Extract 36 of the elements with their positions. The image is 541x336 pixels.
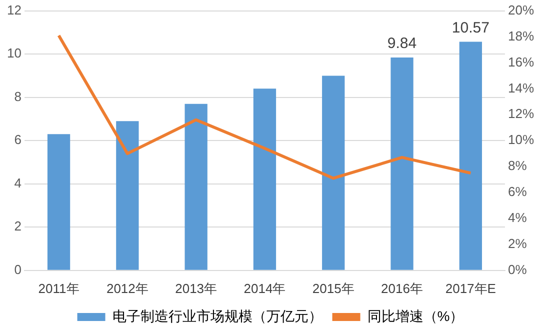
data-label: 10.57 — [452, 19, 490, 36]
bar — [116, 121, 139, 270]
x-tick-label: 2017年E — [445, 280, 496, 296]
data-label: 9.84 — [387, 35, 417, 52]
y2-tick-label: 6% — [508, 184, 528, 200]
y2-tick-label: 8% — [508, 158, 528, 174]
bar — [253, 88, 276, 270]
legend-label: 电子制造行业市场规模（万亿元） — [112, 308, 322, 324]
y2-tick-label: 18% — [508, 28, 534, 44]
y-tick-label: 6 — [14, 132, 22, 148]
bar — [184, 104, 208, 270]
x-tick-label: 2016年 — [381, 280, 423, 296]
bar — [47, 134, 70, 270]
y-tick-label: 4 — [14, 175, 22, 190]
y-tick-label: 0 — [14, 262, 22, 277]
x-tick-label: 2011年 — [38, 280, 80, 296]
bar — [322, 76, 345, 270]
y2-tick-label: 20% — [508, 2, 534, 18]
y-tick-label: 2 — [14, 218, 22, 234]
y-tick-label: 8 — [14, 88, 22, 104]
y2-tick-label: 0% — [508, 262, 528, 277]
legend-label: 同比增速（%） — [367, 308, 464, 324]
bar — [459, 42, 482, 270]
y2-tick-label: 4% — [508, 210, 528, 226]
y-tick-label: 12 — [6, 2, 22, 18]
bar — [390, 58, 414, 270]
y2-tick-label: 16% — [508, 54, 534, 70]
x-tick-label: 2012年 — [106, 280, 148, 296]
y2-tick-label: 12% — [508, 106, 534, 122]
x-tick-label: 2014年 — [244, 280, 286, 296]
y2-tick-label: 2% — [508, 236, 528, 252]
x-tick-label: 2015年 — [312, 280, 354, 296]
y2-tick-label: 14% — [508, 80, 534, 96]
y-tick-label: 10 — [6, 46, 22, 61]
x-tick-label: 2013年 — [175, 280, 218, 296]
y2-tick-label: 10% — [508, 132, 534, 148]
